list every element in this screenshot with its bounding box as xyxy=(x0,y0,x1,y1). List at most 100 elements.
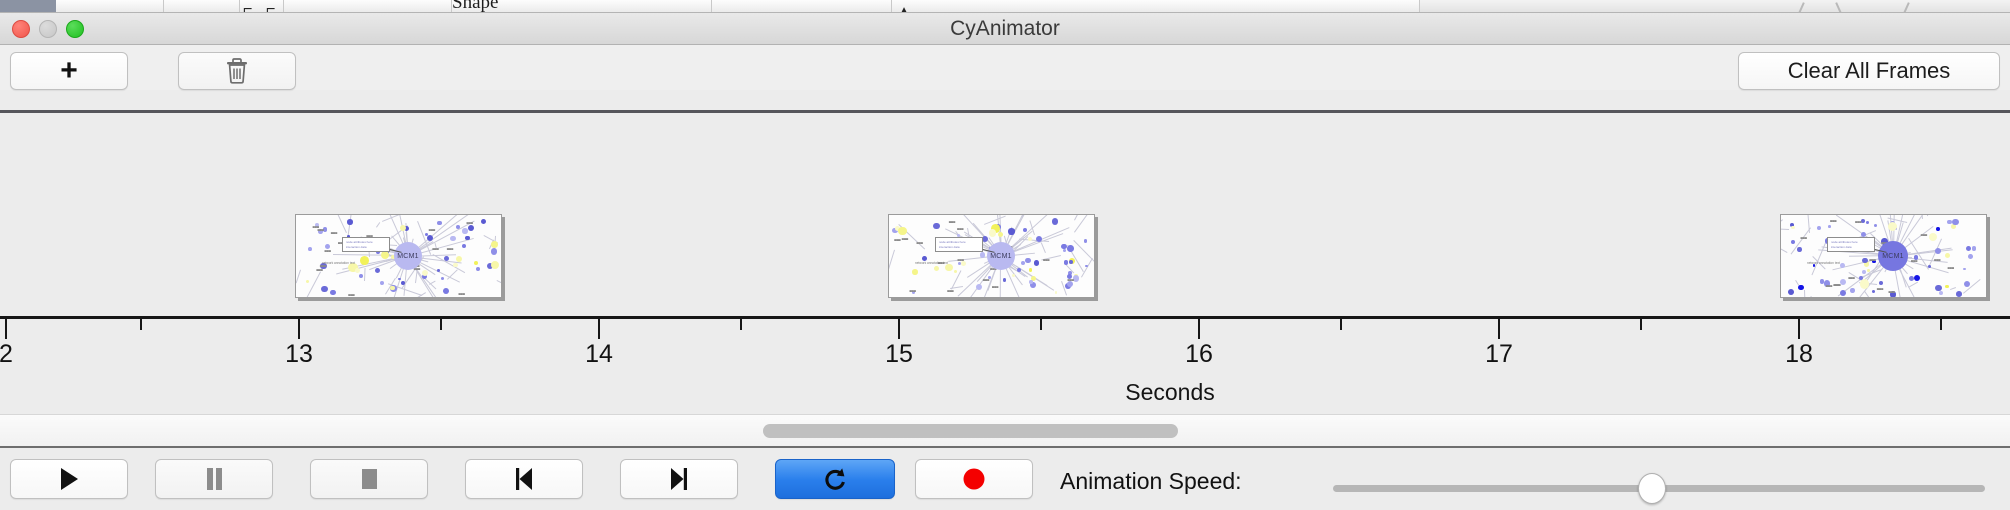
record-button[interactable] xyxy=(915,459,1033,499)
network-annotation: network annotation text xyxy=(915,261,948,265)
network-node xyxy=(1866,268,1870,272)
close-button[interactable] xyxy=(12,20,30,38)
network-node xyxy=(321,285,328,293)
timeline-canvas[interactable]: ▄▄▄ ▄▄▄ ▄▄▄ ▄▄▄ ▄▄▄ ▄▄▄ ▄▄▄ ▄▄▄ ▄▄▄ ▄▄▄ ▄▄▄ ▄▄▄ ▄▄▄ ▄… xyxy=(0,113,2010,318)
network-node xyxy=(305,280,309,284)
network-node xyxy=(467,224,475,232)
next-frame-button[interactable] xyxy=(620,459,738,499)
background-toolbar-segment xyxy=(452,0,712,12)
background-window-label: Shape xyxy=(452,0,499,13)
network-node-label: ▄▄▄ xyxy=(446,246,454,251)
animation-speed-slider-thumb[interactable] xyxy=(1638,473,1666,504)
network-annotation: network annotation text xyxy=(1807,261,1840,265)
zoom-button[interactable] xyxy=(66,20,84,38)
network-node xyxy=(1067,245,1074,252)
network-node xyxy=(1871,289,1875,293)
network-node xyxy=(957,234,961,238)
skip-next-icon xyxy=(671,468,687,490)
network-node-label: ▄▄▄ xyxy=(432,246,439,251)
network-node xyxy=(358,274,363,279)
network-tooltip: node attributes here interaction data xyxy=(935,237,983,252)
network-node-label: ▄▄▄ xyxy=(990,266,997,271)
network-node xyxy=(347,219,353,225)
network-tooltip-line-1: node attributes here xyxy=(1831,240,1858,244)
network-node xyxy=(1823,280,1831,287)
network-node xyxy=(473,260,478,266)
network-node xyxy=(895,225,901,231)
network-tooltip-line-2: interaction data xyxy=(939,244,960,249)
timeline-scrollbar[interactable] xyxy=(0,414,2010,446)
network-node xyxy=(1928,265,1931,268)
network-node-label: ▄▄▄ xyxy=(413,266,421,271)
network-node-label: ▄▄▄ xyxy=(894,236,901,241)
network-node-label: ▄▄▄ xyxy=(458,290,465,295)
network-node-label: ▄▄▄ xyxy=(1911,257,1918,262)
network-node xyxy=(1860,218,1865,223)
network-node xyxy=(1084,239,1088,243)
network-node xyxy=(953,269,957,273)
network-node xyxy=(1084,264,1088,268)
pause-button[interactable] xyxy=(155,459,273,499)
network-node xyxy=(1935,247,1942,254)
network-node-label: ▄▄▄ xyxy=(916,240,923,245)
delete-frame-button[interactable] xyxy=(178,52,296,90)
network-node xyxy=(1008,228,1015,235)
network-node xyxy=(1963,281,1970,288)
ruler-tick-label: 17 xyxy=(1485,340,1513,368)
network-node xyxy=(1812,264,1816,267)
timeline-frame[interactable]: ▄▄▄ ▄▄▄ ▄▄▄ ▄▄▄ ▄▄▄ ▄▄▄ ▄▄▄ ▄▄▄ ▄▄▄ ▄▄▄ ▄▄▄ ▄▄▄ ▄▄▄ ▄… xyxy=(888,214,1095,298)
stop-button[interactable] xyxy=(310,459,428,499)
ruler-tick-minor xyxy=(440,319,442,330)
network-node xyxy=(988,229,997,237)
network-node xyxy=(997,232,1004,238)
stop-icon xyxy=(362,469,377,489)
add-frame-button[interactable]: + xyxy=(10,52,128,90)
network-node xyxy=(421,269,429,276)
network-thumbnail: ▄▄▄ ▄▄▄ ▄▄▄ ▄▄▄ ▄▄▄ ▄▄▄ ▄▄▄ ▄▄▄ ▄▄▄ ▄▄▄ ▄▄▄ ▄▄▄ ▄▄▄ ▄… xyxy=(889,215,1094,297)
network-node xyxy=(1828,224,1831,228)
ruler-tick-minor xyxy=(1940,319,1942,330)
network-edge xyxy=(496,280,501,286)
network-node xyxy=(1935,227,1940,231)
network-node-label: ▄▄▄ xyxy=(1947,264,1955,269)
network-node xyxy=(453,262,458,268)
previous-frame-button[interactable] xyxy=(465,459,583,499)
network-node-label: ▄▄▄ xyxy=(1834,282,1841,287)
loop-button[interactable] xyxy=(775,459,895,499)
network-node xyxy=(1966,245,1972,251)
timeline-frame[interactable]: ▄▄▄ ▄▄▄ ▄▄▄ ▄▄▄ ▄▄▄ ▄▄▄ ▄▄▄ ▄▄▄ ▄▄▄ ▄▄▄ ▄▄▄ ▄▄▄ ▄▄▄ ▄… xyxy=(295,214,502,298)
network-node xyxy=(1887,221,1898,231)
network-node xyxy=(375,268,381,274)
toolbar-separator xyxy=(0,110,2010,113)
ruler-tick-minor xyxy=(140,319,142,330)
background-glyph: ▴ xyxy=(900,3,909,13)
toolbar: + Clear All Frames xyxy=(0,45,2010,90)
background-glyph xyxy=(1835,2,1843,12)
ruler-tick-label: 2 xyxy=(0,340,13,368)
network-node xyxy=(1860,231,1867,237)
network-node-label: ▄▄▄ xyxy=(319,263,327,268)
network-node xyxy=(307,247,312,252)
network-node xyxy=(314,222,319,227)
network-node xyxy=(403,225,410,232)
ruler-tick-minor xyxy=(1340,319,1342,330)
network-node xyxy=(1028,267,1033,272)
network-node xyxy=(1881,238,1888,245)
network-node xyxy=(987,276,991,280)
timeline-scrollbar-thumb[interactable] xyxy=(763,424,1178,438)
animation-speed-label: Animation Speed: xyxy=(1060,468,1242,494)
timeline-frame[interactable]: ▄▄▄ ▄▄▄ ▄▄▄ ▄▄▄ ▄▄▄ ▄▄▄ ▄▄▄ ▄▄▄ ▄▄▄ ▄▄▄ ▄▄▄ ▄▄▄ ▄▄▄ ▄… xyxy=(1780,214,1987,298)
network-node xyxy=(1951,218,1959,226)
ruler-tick-label: 16 xyxy=(1185,340,1213,368)
network-node-label: ▄▄▄ xyxy=(957,226,964,231)
background-toolbar-segment xyxy=(284,0,452,12)
minimize-button[interactable] xyxy=(39,20,57,38)
network-edge xyxy=(375,222,381,228)
network-node xyxy=(958,262,962,266)
trash-icon xyxy=(227,58,247,84)
play-button[interactable] xyxy=(10,459,128,499)
ruler-tick-minor xyxy=(1040,319,1042,330)
ruler-tick-label: 13 xyxy=(285,340,313,368)
clear-all-frames-button[interactable]: Clear All Frames xyxy=(1738,52,2000,90)
network-node xyxy=(322,227,328,232)
